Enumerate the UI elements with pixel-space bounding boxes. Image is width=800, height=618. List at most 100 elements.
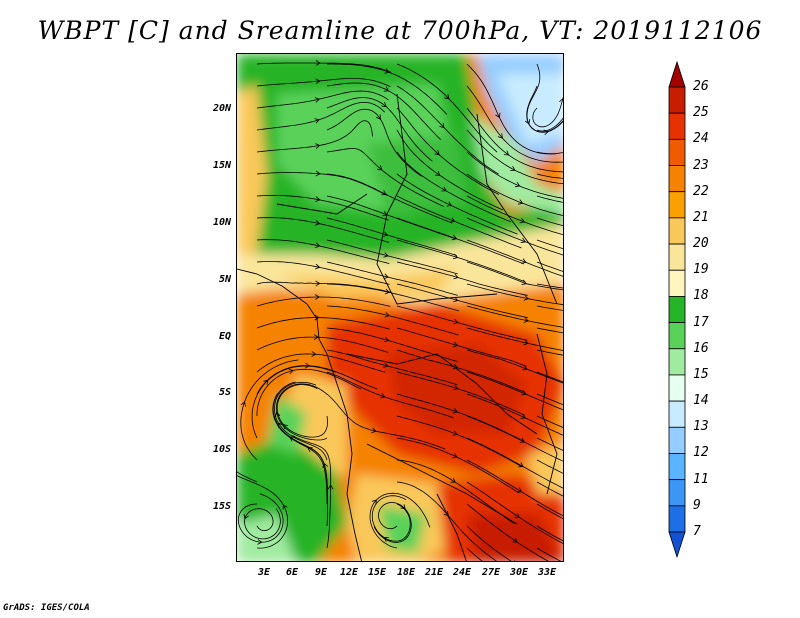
streamline-arrow bbox=[327, 484, 334, 490]
streamline-arrow bbox=[450, 477, 456, 483]
streamline-arrow bbox=[314, 294, 320, 300]
streamline-arrow bbox=[439, 122, 445, 129]
streamline-arrow bbox=[383, 537, 389, 542]
streamline-arrow bbox=[523, 317, 529, 323]
streamline-arrow bbox=[521, 279, 527, 285]
streamline-arrow bbox=[377, 165, 383, 171]
streamline-arrow bbox=[282, 423, 289, 430]
streamline-arrow bbox=[315, 78, 321, 85]
colorbar-swatch bbox=[668, 400, 686, 428]
lat-label: 10N bbox=[212, 217, 231, 228]
streamline bbox=[256, 281, 391, 293]
streamline-arrow bbox=[512, 537, 518, 543]
streamline bbox=[326, 97, 433, 162]
streamline bbox=[466, 349, 563, 384]
streamline bbox=[256, 90, 389, 109]
chart-title: WBPT [C] and Sreamline at 700hPa, VT: 20… bbox=[37, 16, 763, 45]
streamline-arrow bbox=[520, 237, 526, 244]
streamline bbox=[466, 371, 563, 411]
colorbar-swatch bbox=[668, 217, 686, 245]
streamline-arrow bbox=[240, 401, 246, 407]
streamline bbox=[326, 305, 459, 336]
streamline bbox=[466, 305, 563, 328]
streamline bbox=[326, 261, 458, 296]
streamline bbox=[256, 336, 389, 353]
colorbar-label: 26 bbox=[693, 79, 709, 94]
streamline-arrow bbox=[375, 114, 381, 120]
streamline bbox=[536, 217, 563, 227]
streamline bbox=[396, 107, 500, 195]
streamline-arrow bbox=[314, 220, 321, 226]
streamline-arrow bbox=[383, 252, 389, 258]
colorbar-swatch bbox=[668, 426, 686, 454]
streamline-arrow bbox=[519, 437, 526, 443]
streamline bbox=[369, 492, 431, 549]
streamline bbox=[326, 217, 457, 256]
colorbar-label: 14 bbox=[693, 393, 709, 409]
streamline-arrow bbox=[384, 288, 391, 295]
streamline bbox=[536, 151, 563, 154]
streamline bbox=[256, 353, 386, 373]
lon-label: 6E bbox=[285, 567, 299, 578]
streamline bbox=[256, 195, 389, 221]
streamline bbox=[466, 63, 556, 155]
streamline bbox=[536, 173, 563, 179]
streamline bbox=[466, 173, 563, 216]
streamline bbox=[276, 384, 329, 438]
streamline-arrow bbox=[452, 363, 459, 370]
streamline bbox=[326, 327, 458, 362]
streamline-arrow bbox=[519, 217, 525, 224]
streamline-arrow bbox=[443, 510, 449, 517]
lon-label: 33E bbox=[537, 567, 557, 578]
grads-credit: GrADS: IGES/COLA bbox=[3, 603, 90, 613]
colorbar-swatch bbox=[668, 296, 686, 323]
colorbar-label: 7 bbox=[693, 524, 701, 539]
streamline bbox=[326, 371, 454, 419]
streamline bbox=[273, 381, 328, 461]
streamline-arrow bbox=[435, 170, 441, 176]
colorbar-label: 23 bbox=[693, 157, 709, 173]
colorbar-label: 16 bbox=[693, 340, 709, 356]
streamline bbox=[256, 120, 373, 153]
colorbar-label: 21 bbox=[693, 209, 709, 225]
streamline-arrow bbox=[381, 101, 387, 108]
streamline-arrow bbox=[521, 258, 527, 264]
colorbar-label: 17 bbox=[693, 314, 709, 330]
coastline-borders bbox=[237, 93, 558, 561]
streamline bbox=[536, 547, 562, 561]
streamline bbox=[371, 495, 411, 542]
streamline bbox=[326, 349, 458, 386]
streamline bbox=[536, 393, 563, 406]
streamline-arrow bbox=[518, 462, 524, 468]
streamline bbox=[256, 78, 391, 88]
streamline-arrow bbox=[523, 339, 529, 346]
streamline bbox=[396, 217, 525, 265]
map-panel bbox=[236, 53, 564, 562]
streamline bbox=[256, 317, 390, 330]
colorbar-label: 12 bbox=[693, 445, 709, 461]
colorbar-label: 9 bbox=[693, 497, 701, 513]
streamline bbox=[256, 217, 390, 243]
streamline-arrow bbox=[304, 362, 311, 369]
streamline bbox=[292, 435, 332, 549]
streamline bbox=[396, 349, 526, 393]
streamline-arrow bbox=[314, 314, 320, 321]
streamline bbox=[536, 195, 563, 203]
streamline bbox=[396, 327, 527, 367]
colorbar-swatch bbox=[668, 505, 686, 533]
colorbar-label: 18 bbox=[693, 288, 709, 304]
streamline-arrow bbox=[383, 86, 390, 92]
streamline bbox=[536, 481, 563, 497]
streamline-arrow bbox=[311, 351, 317, 357]
streamline bbox=[272, 393, 328, 504]
colorbar-bottom-arrow bbox=[668, 531, 686, 559]
streamline-arrow bbox=[314, 118, 320, 124]
streamline bbox=[466, 217, 563, 256]
lon-label: 9E bbox=[314, 567, 328, 578]
colorbar-label: 15 bbox=[693, 366, 709, 382]
streamline bbox=[466, 261, 563, 291]
streamline bbox=[273, 415, 328, 527]
streamline-arrow bbox=[510, 166, 516, 171]
streamline-arrow bbox=[503, 150, 510, 156]
lon-label: 12E bbox=[339, 567, 359, 578]
